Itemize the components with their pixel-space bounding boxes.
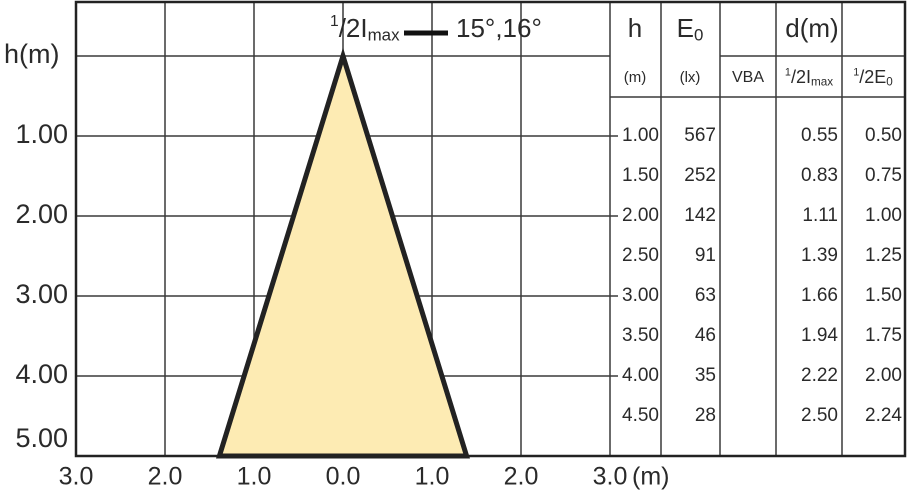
table-cell: 1.66: [801, 285, 838, 306]
table-cell: 252: [684, 165, 716, 186]
legend-angles: 15°,16°: [456, 13, 542, 43]
table-cell: 1.75: [865, 325, 902, 346]
table-cell: 1.50: [622, 165, 659, 186]
fraction-sup: 1: [330, 13, 339, 30]
x-tick-label: 1.0: [415, 463, 450, 491]
table-cell: 63: [695, 285, 716, 306]
table-cell: 4.00: [622, 365, 659, 386]
x-tick-label: 3.0: [593, 463, 628, 491]
table-cell: 2.22: [801, 365, 838, 386]
table-cell: 2.00: [865, 365, 902, 386]
table-cell: 3.50: [622, 325, 659, 346]
table-cell: 2.50: [622, 245, 659, 266]
y-tick-label: 4.00: [15, 359, 68, 389]
table-cell: 0.83: [801, 165, 838, 186]
subscript: 0: [694, 26, 703, 45]
y-tick-label: 1.00: [15, 119, 68, 149]
fraction-sup: 1: [853, 66, 859, 78]
table-cell: 4.50: [622, 405, 659, 426]
beam-cone: [215, 47, 471, 459]
table-cell: 0.55: [801, 125, 838, 146]
table-cell: 1.11: [802, 205, 838, 226]
table-cell: 1.00: [865, 205, 902, 226]
fraction-rest: /2: [791, 67, 806, 87]
table-cell: 2.00: [622, 205, 659, 226]
y-tick-label: 3.00: [15, 279, 68, 309]
table-cell: 0.75: [865, 165, 902, 186]
unit-h: (m): [624, 69, 647, 86]
fraction-label: E0: [677, 13, 704, 45]
x-unit: (m): [632, 463, 669, 491]
x-tick-label: 1.0: [237, 463, 272, 491]
table-cell: 1.25: [865, 245, 902, 266]
fraction-label: 1/2Imax: [330, 13, 400, 45]
y-axis-label: h(m): [4, 39, 60, 69]
unit-vba: VBA: [732, 69, 764, 86]
symbol: E: [874, 67, 886, 87]
fraction-label: 1/2E0: [853, 66, 893, 88]
table-cell: 0.50: [865, 125, 902, 146]
table-cell: 1.50: [865, 285, 902, 306]
fraction-rest: /2: [339, 13, 361, 43]
symbol: I: [806, 67, 811, 87]
table-cell: 1.39: [801, 245, 838, 266]
y-tick-label: 2.00: [15, 199, 68, 229]
table-cell: 1.94: [801, 325, 838, 346]
table-cell: 91: [695, 245, 716, 266]
table-cell: 1.00: [622, 125, 659, 146]
frame: [74, 0, 907, 458]
unit-e0: (lx): [680, 69, 701, 86]
table-cell: 3.00: [622, 285, 659, 306]
x-tick-label: 3.0: [59, 463, 94, 491]
subscript: max: [811, 76, 833, 89]
table-cell: 28: [695, 405, 716, 426]
table-cell: 2.24: [865, 405, 902, 426]
y-tick-label: 5.00: [15, 423, 68, 453]
x-tick-label: 2.0: [148, 463, 183, 491]
header-h: h: [628, 13, 642, 43]
fraction-rest: /2: [859, 67, 874, 87]
table-cell: 46: [695, 325, 716, 346]
table-cell: 567: [684, 125, 716, 146]
fraction-sup: 1: [785, 66, 791, 78]
symbol: E: [677, 13, 694, 43]
subscript: 0: [886, 76, 893, 89]
table-cell: 142: [684, 205, 716, 226]
fraction-label: 1/2Imax: [785, 66, 833, 88]
x-tick-label: 2.0: [504, 463, 539, 491]
table-cell: 35: [695, 365, 716, 386]
subscript: max: [368, 26, 400, 45]
symbol: I: [360, 13, 367, 43]
table-cell: 2.50: [801, 405, 838, 426]
x-tick-label: 0.0: [326, 463, 361, 491]
header-d: d(m): [785, 13, 838, 43]
